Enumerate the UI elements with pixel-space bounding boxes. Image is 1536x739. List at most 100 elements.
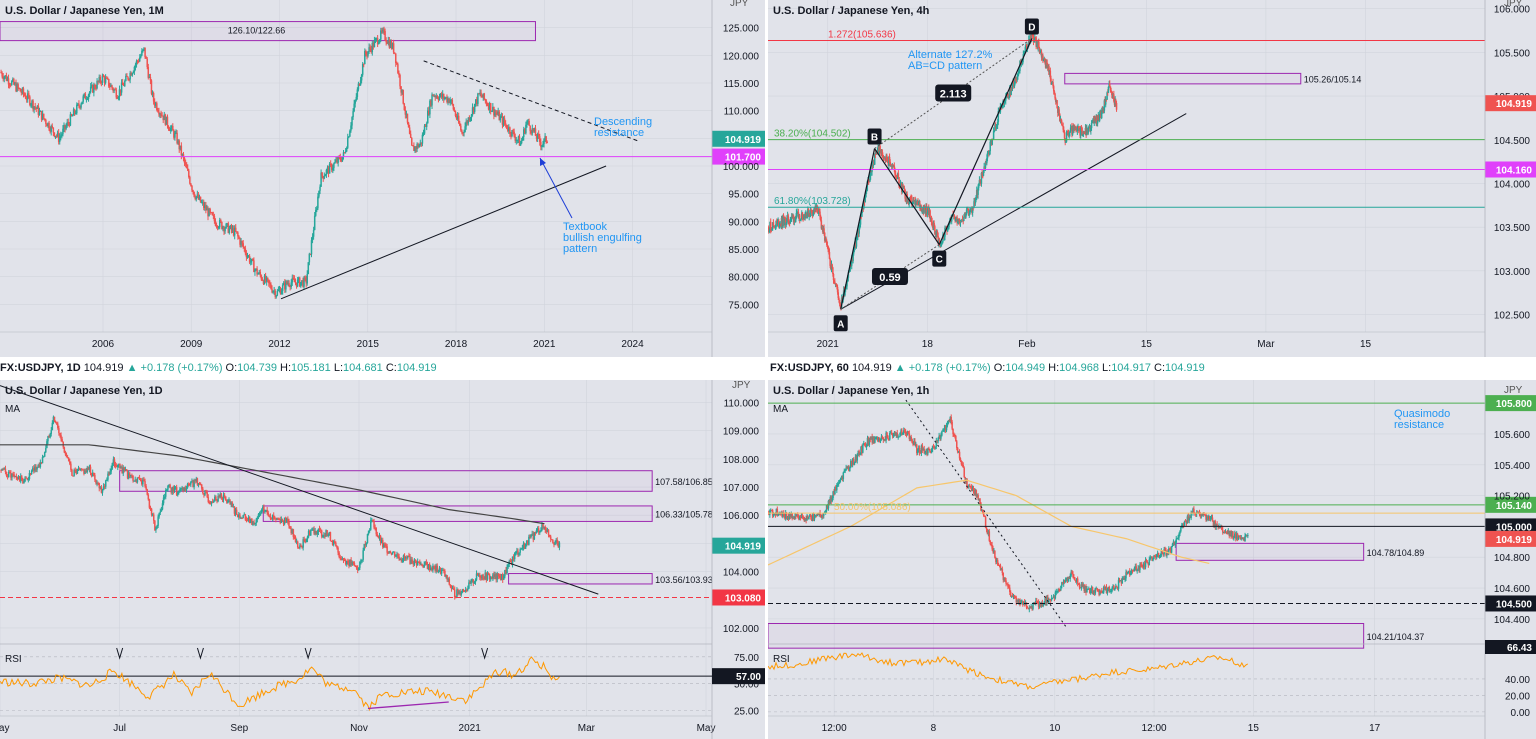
last-price-tag-text: 104.919 bbox=[1496, 535, 1533, 546]
candle-body bbox=[319, 529, 322, 531]
candle-body bbox=[200, 202, 203, 204]
candle-body bbox=[532, 533, 535, 540]
x-axis-tick-label: 2021 bbox=[459, 723, 482, 734]
candle-body bbox=[163, 114, 166, 121]
symbol-label[interactable]: FX:USDJPY, 60 bbox=[770, 362, 849, 374]
candle-body bbox=[256, 517, 259, 520]
candle-body bbox=[304, 277, 306, 279]
candle-body bbox=[409, 556, 411, 564]
candle-body bbox=[299, 277, 301, 287]
candle-body bbox=[275, 518, 277, 520]
candle-body bbox=[980, 172, 983, 184]
last-price-tag-text: 104.919 bbox=[1496, 99, 1533, 110]
fib-level-label: 50.00%(105.086) bbox=[834, 502, 911, 513]
candle-body bbox=[1082, 131, 1085, 135]
candle-body bbox=[1123, 578, 1125, 580]
candle-body bbox=[867, 179, 870, 182]
candle-body bbox=[886, 432, 888, 436]
candle-body bbox=[908, 433, 911, 440]
candle-body bbox=[912, 442, 914, 445]
candle-body bbox=[1079, 587, 1082, 589]
rsi-axis-tick-label: 50.00 bbox=[734, 680, 759, 691]
candle-body bbox=[808, 516, 810, 519]
candle-body bbox=[938, 240, 941, 244]
candle-body bbox=[1126, 572, 1128, 574]
candle-body bbox=[1232, 531, 1234, 539]
candle-body bbox=[170, 125, 173, 129]
h4-chart-pane[interactable]: 105.26/105.14 104.160 1.272(105.636) 38.20%… bbox=[768, 0, 1536, 357]
candle-body bbox=[384, 31, 386, 40]
candle-body bbox=[936, 232, 939, 237]
candle-body bbox=[947, 420, 950, 424]
candle-body bbox=[796, 514, 798, 517]
candle-body bbox=[138, 477, 141, 480]
h1-chart-pane[interactable]: 104.78/104.89 104.21/104.37 105.800 105.140… bbox=[768, 380, 1536, 739]
candle-body bbox=[815, 515, 818, 517]
ma-indicator-label[interactable]: MA bbox=[5, 404, 20, 415]
candle-body bbox=[531, 128, 534, 134]
candle-body bbox=[178, 491, 180, 493]
candle-body bbox=[440, 570, 443, 574]
candle-body bbox=[1142, 566, 1144, 568]
h4-chart-svg[interactable]: 105.26/105.14104.1601.272(105.636)38.20%… bbox=[768, 0, 1536, 357]
rsi-indicator-label[interactable]: RSI bbox=[5, 654, 22, 665]
ma-indicator-label[interactable]: MA bbox=[773, 404, 788, 415]
candle-body bbox=[484, 99, 487, 101]
candle-body bbox=[856, 454, 859, 461]
candle-body bbox=[1030, 606, 1032, 608]
candle-body bbox=[874, 438, 876, 443]
candle-body bbox=[539, 531, 541, 533]
rsi-indicator-label[interactable]: RSI bbox=[773, 654, 790, 665]
candle-body bbox=[555, 539, 557, 543]
y-axis-tick-label: 107.000 bbox=[723, 483, 760, 494]
candle-body bbox=[101, 490, 104, 493]
candle-body bbox=[161, 503, 164, 510]
candle-body bbox=[842, 472, 845, 479]
candle-body bbox=[1107, 586, 1110, 590]
candle-body bbox=[955, 435, 957, 442]
candle-body bbox=[998, 565, 1001, 567]
price-level-tag bbox=[1485, 496, 1536, 513]
daily-chart-svg[interactable]: 107.58/106.85106.33/105.78103.56/103.931… bbox=[0, 380, 765, 739]
candle-body bbox=[1065, 141, 1067, 143]
y-axis-tick-label: 90.000 bbox=[728, 217, 759, 228]
candle-body bbox=[228, 228, 231, 233]
candle-body bbox=[491, 110, 493, 112]
candle-body bbox=[1182, 523, 1185, 526]
candle-body bbox=[1173, 541, 1176, 546]
candle-body bbox=[1115, 103, 1118, 110]
candle-body bbox=[396, 62, 398, 65]
candle-body bbox=[284, 517, 287, 523]
candle-body bbox=[441, 569, 444, 571]
candle-body bbox=[363, 64, 365, 66]
candle-body bbox=[95, 479, 97, 484]
candle-body bbox=[368, 47, 370, 52]
candle-body bbox=[935, 440, 938, 447]
candle-body bbox=[829, 258, 831, 266]
candle-body bbox=[535, 135, 538, 139]
candle-body bbox=[886, 160, 889, 163]
rsi-axis-tick-label: 40.00 bbox=[1505, 675, 1530, 686]
monthly-chart-pane[interactable]: 126.10/122.66 101.700 75.000 80.000 85.000 90… bbox=[0, 0, 765, 357]
candle-body bbox=[835, 283, 837, 286]
candle-body bbox=[921, 210, 923, 212]
candle-body bbox=[182, 487, 184, 492]
candle-body bbox=[188, 170, 190, 178]
low-value: 104.681 bbox=[343, 362, 383, 374]
candle-body bbox=[74, 469, 76, 471]
rsi-last-tag-text: 66.43 bbox=[1507, 643, 1532, 654]
h1-chart-svg[interactable]: 104.78/104.89104.21/104.37105.800105.140… bbox=[768, 380, 1536, 739]
candle-body bbox=[467, 588, 469, 590]
candle-body bbox=[549, 536, 552, 540]
candle-body bbox=[1152, 559, 1154, 561]
daily-chart-pane[interactable]: 107.58/106.85 106.33/105.78 103.56/103.93 1… bbox=[0, 380, 765, 739]
candle-body bbox=[996, 560, 999, 565]
symbol-label[interactable]: FX:USDJPY, 1D bbox=[0, 362, 81, 374]
candle-body bbox=[1021, 59, 1024, 65]
candle-body bbox=[536, 528, 539, 531]
monthly-chart-svg[interactable]: 126.10/122.66101.70075.00080.00085.00090… bbox=[0, 0, 765, 357]
candle-body bbox=[227, 223, 230, 233]
candle-body bbox=[75, 470, 78, 474]
candle-body bbox=[786, 516, 789, 519]
candle-body bbox=[344, 151, 347, 153]
